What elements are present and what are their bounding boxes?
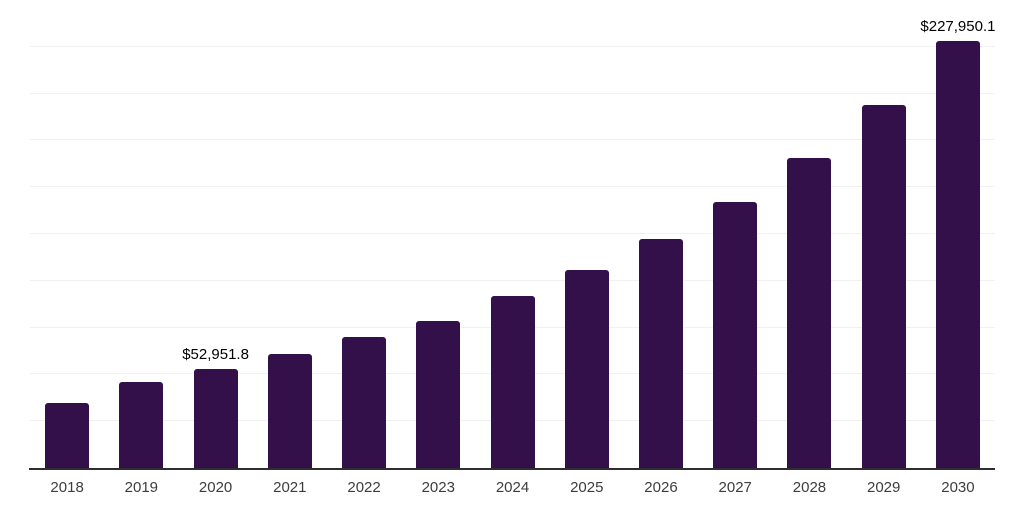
bar <box>713 201 758 468</box>
bar-column <box>327 0 401 468</box>
bar-column <box>772 0 846 468</box>
bar-column <box>550 0 624 468</box>
bar <box>119 382 164 468</box>
x-tick-label: 2028 <box>792 479 827 496</box>
bar-column <box>475 0 549 468</box>
bar-value-label: $52,951.8 <box>182 345 249 363</box>
gridline <box>30 139 995 141</box>
bar-column <box>624 0 698 468</box>
bar <box>861 104 906 468</box>
bar-column <box>847 0 921 468</box>
gridline <box>30 279 995 281</box>
x-tick-label: 2019 <box>124 479 159 496</box>
bar-column: $227,950.1 <box>920 0 996 468</box>
bar-column <box>698 0 772 468</box>
x-tick-label: 2020 <box>198 479 233 496</box>
x-tick-label: 2022 <box>347 479 381 496</box>
x-tick-label: 2024 <box>495 479 530 496</box>
bar <box>787 157 832 468</box>
gridline <box>30 233 995 234</box>
x-axis-line <box>29 468 995 470</box>
gridline <box>30 186 995 188</box>
bar <box>416 320 461 468</box>
x-tick-label: 2021 <box>273 479 307 496</box>
x-tick-label: 2027 <box>718 479 752 496</box>
bar-column <box>104 0 178 468</box>
x-tick-label: 2026 <box>644 479 678 496</box>
x-tick-label: 2030 <box>941 479 975 496</box>
x-tick-label: 2029 <box>867 479 901 496</box>
bar <box>267 353 312 468</box>
bar-column <box>401 0 475 468</box>
x-tick-label: 2018 <box>50 479 84 496</box>
bar-value-label: $227,950.1 <box>920 18 996 36</box>
plot-area: $52,951.8 $227,950.1 <box>30 0 995 468</box>
bar-column <box>30 0 104 468</box>
bar-column: $52,951.8 <box>178 0 252 468</box>
gridline <box>30 92 995 94</box>
bar-columns: $52,951.8 $227,950.1 <box>30 0 995 468</box>
bar <box>342 336 387 468</box>
bar <box>45 403 90 468</box>
bar <box>638 238 683 468</box>
bar-column <box>253 0 327 468</box>
x-tick-label: 2025 <box>570 479 604 496</box>
x-tick-label: 2023 <box>421 479 455 496</box>
x-axis-labels: 2018 2019 2020 2021 2022 2023 2024 2025 2026 2027… <box>30 479 995 496</box>
bar <box>193 368 238 468</box>
bar <box>564 270 609 468</box>
bar <box>490 296 535 468</box>
gridline <box>30 45 995 47</box>
bar <box>935 41 980 468</box>
